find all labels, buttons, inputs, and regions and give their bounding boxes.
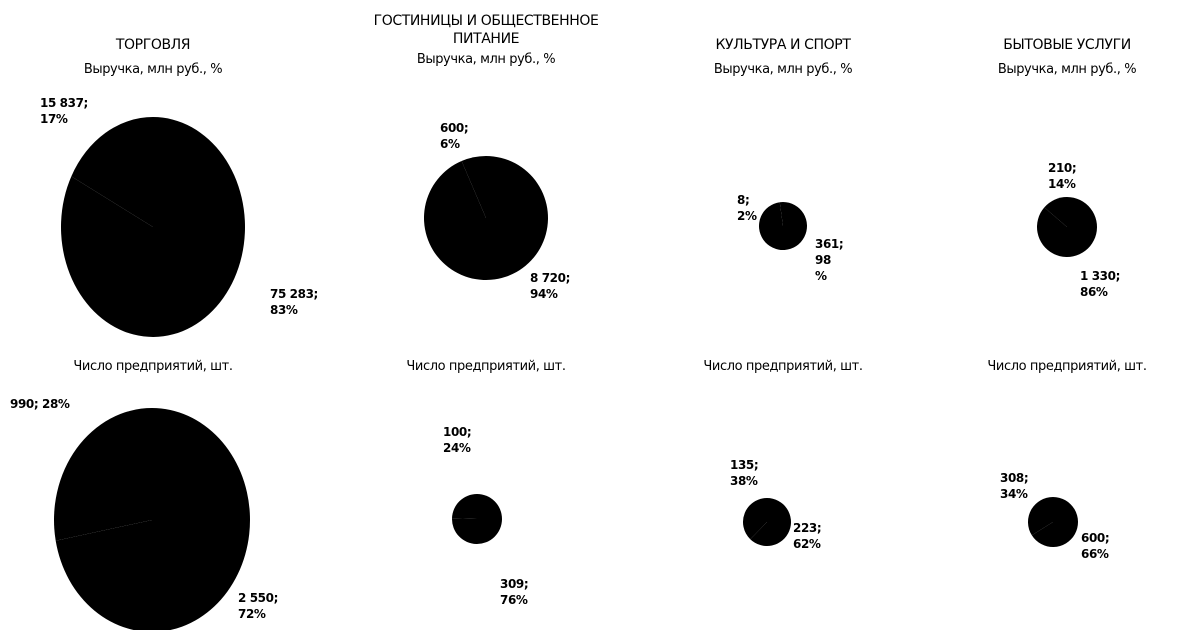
data-label: 600; 6%	[440, 121, 469, 151]
chart-subtitle: Выручка, млн руб., %	[997, 62, 1137, 77]
data-label: 100; 24%	[443, 425, 472, 455]
pie-slice	[60, 117, 245, 337]
pie-slice	[1031, 497, 1078, 547]
pie-slice	[779, 202, 783, 226]
pie-slice	[1027, 497, 1053, 536]
chart-subtitle: Выручка, млн руб., %	[713, 62, 853, 77]
data-label: 135; 38%	[730, 458, 759, 488]
data-label: 600; 66%	[1081, 531, 1110, 561]
data-label: 210; 14%	[1048, 161, 1077, 191]
data-label: 75 283; 83%	[270, 287, 318, 317]
data-label: 2 550; 72%	[238, 591, 278, 621]
pie-slice	[71, 117, 153, 227]
pie-slice	[750, 498, 791, 546]
chart-subtitle: Выручка, млн руб., %	[83, 62, 223, 77]
pie-slice	[743, 498, 767, 540]
pie-slice	[1037, 197, 1098, 258]
pie-slice	[758, 202, 807, 250]
chart-subtitle: Выручка, млн руб., %	[416, 52, 556, 67]
data-label: 223; 62%	[793, 521, 822, 551]
data-label: 8; 2%	[737, 193, 757, 223]
chart-title: КУЛЬТУРА И СПОРТ	[715, 37, 851, 53]
data-label: 15 837; 17%	[40, 96, 88, 126]
pie-slice	[451, 494, 502, 545]
data-label: 308; 34%	[1000, 471, 1029, 501]
data-label: 361; 98 %	[815, 237, 844, 283]
chart-title: ТОРГОВЛЯ	[115, 37, 191, 53]
chart-subtitle: Число предприятий, шт.	[406, 359, 566, 374]
pie-slice	[54, 408, 152, 541]
pie-slice	[55, 408, 250, 630]
chart-title: БЫТОВЫЕ УСЛУГИ	[1003, 37, 1131, 53]
pie-slice	[1044, 197, 1067, 227]
chart-subtitle: Число предприятий, шт.	[703, 359, 863, 374]
pie-slice	[424, 156, 548, 280]
data-label: 8 720; 94%	[530, 271, 570, 301]
data-label: 1 330; 86%	[1080, 269, 1120, 299]
pie-slice	[461, 156, 486, 218]
chart-subtitle: Число предприятий, шт.	[987, 359, 1147, 374]
chart-title: ГОСТИНИЦЫ И ОБЩЕСТВЕННОЕ ПИТАНИЕ	[373, 13, 599, 47]
data-label: 309; 76%	[500, 577, 529, 607]
data-label: 990; 28%	[10, 397, 70, 411]
pie-slice	[452, 494, 477, 519]
chart-subtitle: Число предприятий, шт.	[73, 359, 233, 374]
